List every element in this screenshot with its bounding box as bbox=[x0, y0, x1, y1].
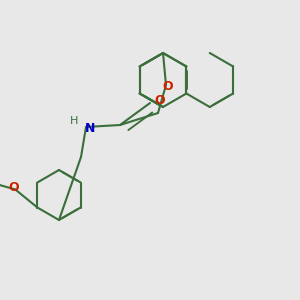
Text: N: N bbox=[85, 122, 95, 136]
Text: H: H bbox=[70, 116, 78, 126]
Text: O: O bbox=[155, 94, 165, 107]
Text: O: O bbox=[8, 181, 19, 194]
Text: O: O bbox=[163, 80, 173, 94]
